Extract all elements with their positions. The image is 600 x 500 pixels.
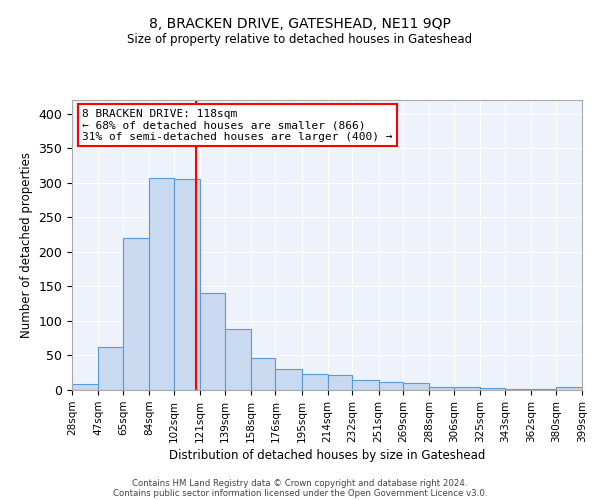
- Bar: [505, 388, 531, 390]
- Bar: [352, 380, 379, 390]
- Bar: [403, 383, 430, 390]
- Y-axis label: Number of detached properties: Number of detached properties: [20, 152, 33, 338]
- Bar: [430, 387, 454, 390]
- Text: 8 BRACKEN DRIVE: 118sqm
← 68% of detached houses are smaller (866)
31% of semi-d: 8 BRACKEN DRIVE: 118sqm ← 68% of detache…: [82, 108, 392, 142]
- Bar: [123, 238, 149, 390]
- Bar: [556, 386, 582, 390]
- Bar: [224, 329, 251, 390]
- Bar: [149, 178, 174, 390]
- Bar: [251, 358, 275, 390]
- Bar: [302, 374, 328, 390]
- Bar: [200, 294, 224, 390]
- Bar: [174, 178, 200, 390]
- Bar: [72, 384, 98, 390]
- Bar: [531, 388, 556, 390]
- Bar: [480, 388, 505, 390]
- Text: 8, BRACKEN DRIVE, GATESHEAD, NE11 9QP: 8, BRACKEN DRIVE, GATESHEAD, NE11 9QP: [149, 18, 451, 32]
- Text: Size of property relative to detached houses in Gateshead: Size of property relative to detached ho…: [127, 32, 473, 46]
- X-axis label: Distribution of detached houses by size in Gateshead: Distribution of detached houses by size …: [169, 449, 485, 462]
- Bar: [328, 375, 352, 390]
- Bar: [379, 382, 403, 390]
- Text: Contains public sector information licensed under the Open Government Licence v3: Contains public sector information licen…: [113, 488, 487, 498]
- Text: Contains HM Land Registry data © Crown copyright and database right 2024.: Contains HM Land Registry data © Crown c…: [132, 478, 468, 488]
- Bar: [275, 368, 302, 390]
- Bar: [454, 386, 480, 390]
- Bar: [98, 346, 123, 390]
